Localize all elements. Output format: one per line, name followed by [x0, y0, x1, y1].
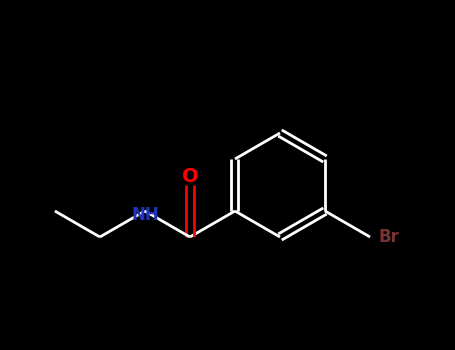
Text: NH: NH	[131, 206, 159, 224]
Text: O: O	[182, 168, 198, 187]
Text: Br: Br	[378, 228, 399, 246]
